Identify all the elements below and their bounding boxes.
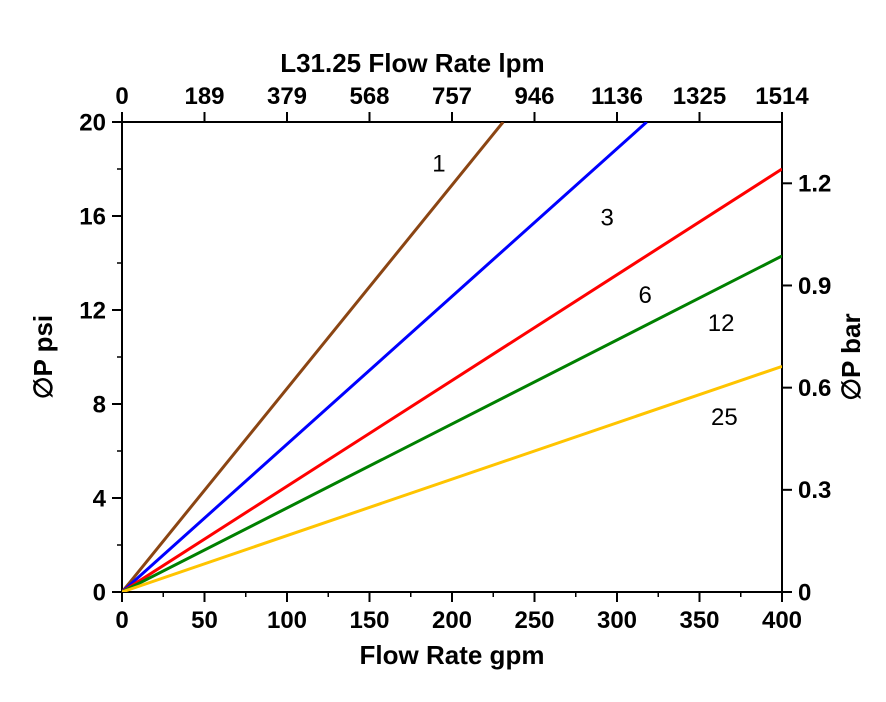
x-top-tick-label: 1136	[591, 83, 643, 110]
y-right-tick-label: 0.9	[798, 273, 831, 300]
x-top-tick-label: 568	[349, 83, 389, 110]
y-left-tick-label: 20	[79, 109, 106, 136]
y-left-tick-label: 16	[79, 203, 106, 230]
plot-border	[122, 122, 782, 592]
x-top-tick-label: 1325	[673, 83, 726, 110]
x-bottom-tick-label: 200	[432, 607, 472, 634]
series-line-3	[122, 122, 647, 592]
x-top-tick-label: 1514	[755, 83, 809, 110]
x-bottom-tick-label: 100	[267, 607, 307, 634]
chart-container: { "chart": { "type": "line", "canvas": {…	[0, 0, 886, 702]
y-left-tick-label: 4	[93, 485, 107, 512]
series-line-25	[122, 366, 782, 592]
series-label-12: 12	[708, 310, 735, 337]
x-top-tick-label: 189	[184, 83, 224, 110]
x-bottom-tick-label: 0	[115, 607, 128, 634]
x-bottom-tick-label: 250	[514, 607, 554, 634]
x-bottom-tick-label: 350	[679, 607, 719, 634]
x-top-tick-label: 379	[267, 83, 307, 110]
x-top-tick-label: 757	[432, 83, 472, 110]
series-label-1: 1	[432, 150, 445, 177]
x-top-tick-label: 946	[514, 83, 554, 110]
y-right-tick-label: 1.2	[798, 171, 831, 198]
y-left-tick-label: 0	[93, 579, 106, 606]
series-line-12	[122, 256, 782, 592]
y-right-axis-label: ∅P bar	[836, 313, 866, 400]
x-top-tick-label: 0	[115, 83, 128, 110]
x-bottom-tick-label: 50	[191, 607, 218, 634]
y-right-tick-label: 0.6	[798, 375, 831, 402]
x-bottom-tick-label: 300	[597, 607, 637, 634]
series-line-1	[122, 122, 503, 592]
series-label-3: 3	[601, 204, 614, 231]
flow-rate-chart: 0501001502002503003504000189379568757946…	[0, 0, 886, 702]
y-right-tick-label: 0	[798, 579, 811, 606]
y-left-axis-label: ∅P psi	[28, 315, 58, 399]
y-right-tick-label: 0.3	[798, 477, 831, 504]
series-line-6	[122, 169, 782, 592]
x-bottom-axis-label: Flow Rate gpm	[360, 640, 545, 670]
y-left-tick-label: 12	[79, 297, 106, 324]
series-label-25: 25	[711, 404, 738, 431]
x-bottom-tick-label: 150	[349, 607, 389, 634]
series-label-6: 6	[638, 282, 651, 309]
x-bottom-tick-label: 400	[762, 607, 802, 634]
chart-top-title: L31.25 Flow Rate lpm	[280, 48, 544, 78]
y-left-tick-label: 8	[93, 391, 106, 418]
